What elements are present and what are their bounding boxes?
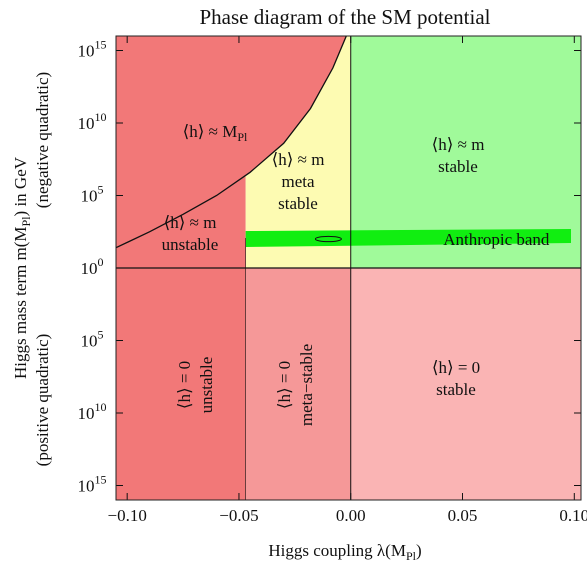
x-tick-label: −0.05 bbox=[219, 506, 258, 525]
label-lower-right-line1: ⟨h⟩ = 0 bbox=[432, 358, 480, 377]
y-axis-label-line3: (positive quadratic) bbox=[33, 334, 52, 467]
label-upper-middle-line1: ⟨h⟩ ≈ m bbox=[272, 150, 325, 169]
y-tick-upper-label: 100 bbox=[81, 255, 104, 278]
x-tick-label: 0.10 bbox=[559, 506, 587, 525]
x-axis-label-sub: Pl bbox=[406, 549, 417, 563]
y-axis-label-line2: (negative quadratic) bbox=[33, 72, 52, 208]
anthropic-band bbox=[245, 229, 572, 247]
y-tick-lower-label: 105 bbox=[81, 328, 104, 351]
y-tick-lower-base: 10 bbox=[81, 332, 98, 351]
x-axis-label-tail: ) bbox=[416, 541, 422, 560]
chart-title: Phase diagram of the SM potential bbox=[199, 5, 490, 29]
label-lower-middle-line2: meta−stable bbox=[297, 344, 316, 426]
y-tick-upper-base: 10 bbox=[81, 187, 98, 206]
label-upper-left-lower-line1: ⟨h⟩ ≈ m bbox=[164, 213, 217, 232]
boundary-curve-layer bbox=[115, 35, 347, 249]
region-lower-left bbox=[116, 268, 246, 500]
label-lower-left-line1: ⟨h⟩ = 0 bbox=[175, 361, 194, 409]
label-lower-right-line2: stable bbox=[436, 380, 476, 399]
y-tick-lower-exp: 5 bbox=[98, 328, 104, 342]
y-axis-label-line1-pre: Higgs mass term m(M bbox=[11, 226, 30, 379]
label-upper-left-main: ⟨h⟩ ≈ M bbox=[183, 122, 238, 141]
label-upper-left: ⟨h⟩ ≈ MPl bbox=[183, 122, 248, 144]
y-axis-label-line1: Higgs mass term m(MPl) in GeV bbox=[11, 156, 33, 379]
label-upper-left-lower: ⟨h⟩ ≈ m unstable bbox=[162, 213, 219, 254]
x-tick-label: −0.10 bbox=[108, 506, 147, 525]
label-upper-left-lower-line2: unstable bbox=[162, 235, 219, 254]
x-axis-label: Higgs coupling λ(MPl) bbox=[268, 541, 421, 563]
y-tick-lower-exp: 15 bbox=[95, 473, 107, 487]
y-axis-label-line1-sub: Pl bbox=[19, 216, 33, 227]
y-tick-upper-exp: 0 bbox=[98, 255, 104, 269]
regions-layer bbox=[116, 36, 581, 500]
label-upper-left-sub: Pl bbox=[237, 130, 248, 144]
y-tick-lower-base: 10 bbox=[78, 404, 95, 423]
region-labels-layer: ⟨h⟩ ≈ MPl ⟨h⟩ ≈ m unstable ⟨h⟩ ≈ m meta stabl… bbox=[162, 122, 485, 426]
label-lower-middle-line1: ⟨h⟩ = 0 bbox=[275, 361, 294, 409]
anthropic-band-label: Anthropic band bbox=[443, 230, 550, 249]
y-axis-label-group: Higgs mass term m(MPl) in GeV bbox=[11, 156, 33, 379]
y-tick-lower-label: 1015 bbox=[78, 473, 107, 496]
plot-frame bbox=[115, 35, 582, 501]
y-axis-label-line1-post: ) in GeV bbox=[11, 156, 30, 216]
y-axis-label-lower-group: (positive quadratic) bbox=[33, 334, 52, 467]
label-upper-middle-line3: stable bbox=[278, 194, 318, 213]
region-lower-middle bbox=[245, 268, 351, 500]
y-tick-upper-base: 10 bbox=[81, 259, 98, 278]
y-tick-lower-base: 10 bbox=[78, 477, 95, 496]
y-axis-label-upper-group: (negative quadratic) bbox=[33, 72, 52, 208]
y-tick-lower-label: 1010 bbox=[78, 400, 107, 423]
label-upper-right: ⟨h⟩ ≈ m stable bbox=[432, 135, 485, 176]
stability-boundary-curve bbox=[115, 35, 347, 249]
label-lower-right: ⟨h⟩ = 0 stable bbox=[432, 358, 480, 399]
label-upper-right-line2: stable bbox=[438, 157, 478, 176]
label-upper-middle-line2: meta bbox=[281, 172, 314, 191]
label-upper-left-line1: ⟨h⟩ ≈ MPl bbox=[183, 122, 248, 144]
region-above-curve bbox=[116, 36, 351, 248]
label-lower-left: ⟨h⟩ = 0 unstable bbox=[175, 357, 216, 414]
y-tick-upper-exp: 15 bbox=[95, 38, 107, 52]
x-tick-label: 0.00 bbox=[336, 506, 366, 525]
y-tick-upper-label: 1015 bbox=[78, 38, 107, 61]
divider-lines-layer bbox=[116, 36, 581, 500]
y-tick-upper-label: 1010 bbox=[78, 110, 107, 133]
y-tick-upper-exp: 5 bbox=[98, 183, 104, 197]
anthropic-band-layer: Anthropic band bbox=[245, 229, 572, 249]
label-lower-middle: ⟨h⟩ = 0 meta−stable bbox=[275, 344, 316, 426]
sm-point-ellipse bbox=[314, 235, 342, 243]
label-upper-middle: ⟨h⟩ ≈ m meta stable bbox=[272, 150, 325, 213]
y-tick-upper-exp: 10 bbox=[95, 110, 107, 124]
region-lower-right bbox=[350, 268, 581, 500]
label-upper-right-line1: ⟨h⟩ ≈ m bbox=[432, 135, 485, 154]
label-lower-left-line2: unstable bbox=[197, 357, 216, 414]
y-tick-upper-base: 10 bbox=[78, 42, 95, 61]
x-axis-label-main: Higgs coupling λ(M bbox=[268, 541, 406, 560]
y-tick-upper-label: 105 bbox=[81, 183, 104, 206]
y-tick-upper-base: 10 bbox=[78, 114, 95, 133]
y-tick-lower-exp: 10 bbox=[95, 400, 107, 414]
ticks-layer: −0.10 −0.05 0.00 0.05 0.10101510101051001051… bbox=[78, 36, 587, 525]
x-tick-label: 0.05 bbox=[448, 506, 478, 525]
